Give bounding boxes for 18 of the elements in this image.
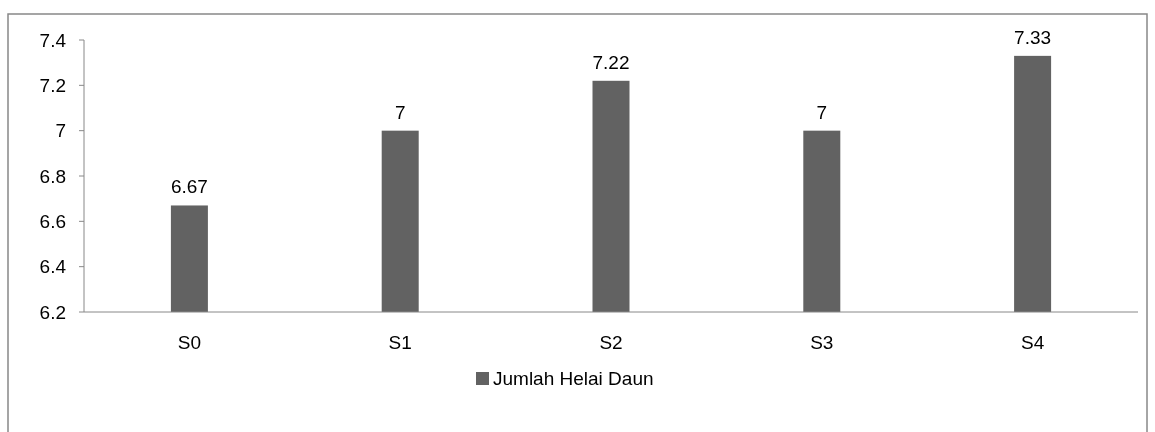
legend-label: Jumlah Helai Daun xyxy=(493,368,654,389)
y-tick-label: 7.2 xyxy=(39,74,66,96)
x-tick-label: S2 xyxy=(599,332,623,353)
data-label: 7.33 xyxy=(1014,26,1052,48)
x-tick-label: S3 xyxy=(810,332,834,353)
data-label: 6.67 xyxy=(170,176,208,198)
y-tick-label: 7.4 xyxy=(39,29,67,51)
data-label: 7 xyxy=(816,101,828,123)
data-label: 7.22 xyxy=(592,51,630,73)
y-tick-label: 6.4 xyxy=(39,256,67,278)
x-tick-label: S0 xyxy=(177,332,202,353)
y-tick-label: 7 xyxy=(55,120,66,142)
y-tick-label: 6.2 xyxy=(39,301,66,323)
y-tick-label: 6.6 xyxy=(39,210,66,232)
data-label: 7 xyxy=(394,101,406,123)
y-tick-label: 6.8 xyxy=(39,165,66,187)
x-tick-label: S4 xyxy=(1020,332,1045,353)
x-tick-label: S1 xyxy=(388,332,412,353)
